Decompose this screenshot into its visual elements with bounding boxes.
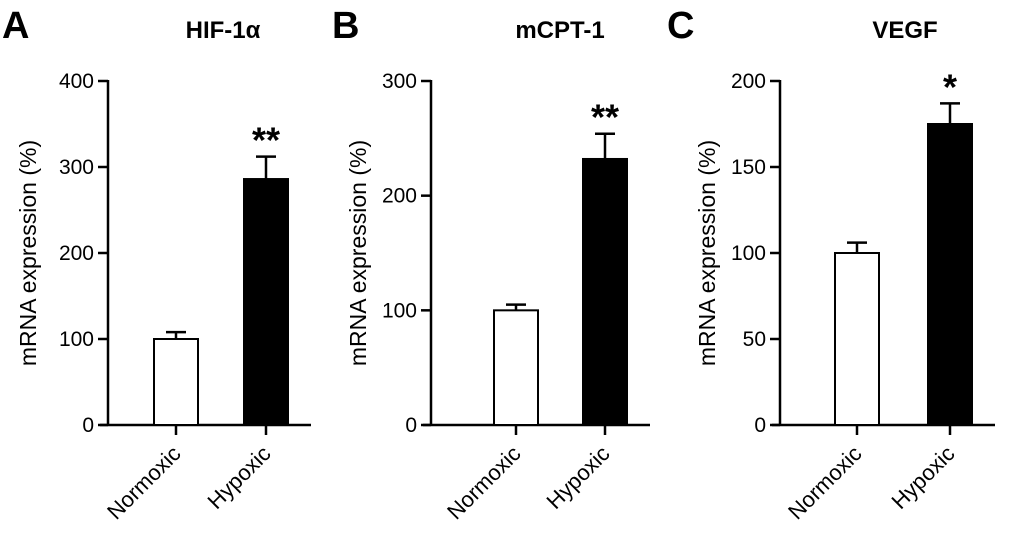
panel-letter: B	[332, 5, 359, 47]
x-category-label: Normoxic	[102, 441, 185, 524]
bar-normoxic	[834, 252, 880, 426]
y-tick-label: 400	[59, 70, 94, 93]
significance-marker: *	[943, 66, 957, 107]
y-tick-label: 300	[59, 156, 94, 179]
chart-panel-a: A HIF-1α 0 100 200 300 400 mRNA expression (%) N…	[2, 5, 311, 524]
y-tick-label: 50	[743, 328, 766, 351]
x-category-label: Hypoxic	[542, 441, 615, 514]
x-category-label: Hypoxic	[887, 441, 960, 514]
x-category-label: Hypoxic	[203, 441, 276, 514]
y-axis-label: mRNA expression (%)	[15, 140, 41, 366]
bar-hypoxic	[243, 178, 289, 426]
y-tick-label: 100	[731, 242, 766, 265]
y-tick-label: 0	[754, 414, 766, 437]
chart-panel-c: C VEGF 0 50 100 150 200 mRNA expression (%) Norm…	[667, 5, 995, 524]
y-tick-label: 0	[82, 414, 94, 437]
y-tick-label: 200	[382, 185, 417, 208]
y-tick-label: 100	[382, 299, 417, 322]
bar-normoxic	[493, 309, 539, 427]
significance-marker: **	[252, 120, 280, 161]
y-tick-label: 300	[382, 70, 417, 93]
y-axis-label: mRNA expression (%)	[345, 140, 371, 366]
bar-hypoxic	[582, 157, 628, 426]
chart-title: mCPT-1	[515, 17, 604, 44]
panel-letter: C	[667, 5, 694, 47]
y-tick-label: 100	[59, 328, 94, 351]
y-tick-label: 200	[59, 242, 94, 265]
y-tick-label: 150	[731, 156, 766, 179]
chart-title: VEGF	[872, 17, 937, 44]
panel-letter: A	[2, 5, 29, 47]
significance-marker: **	[591, 97, 619, 138]
bar-hypoxic	[927, 123, 973, 426]
x-category-label: Normoxic	[442, 441, 525, 524]
y-tick-label: 0	[405, 414, 417, 437]
x-category-label: Normoxic	[783, 441, 866, 524]
y-axis-label: mRNA expression (%)	[694, 140, 720, 366]
y-tick-label: 200	[731, 70, 766, 93]
bar-normoxic	[153, 338, 199, 426]
chart-title: HIF-1α	[186, 17, 261, 44]
